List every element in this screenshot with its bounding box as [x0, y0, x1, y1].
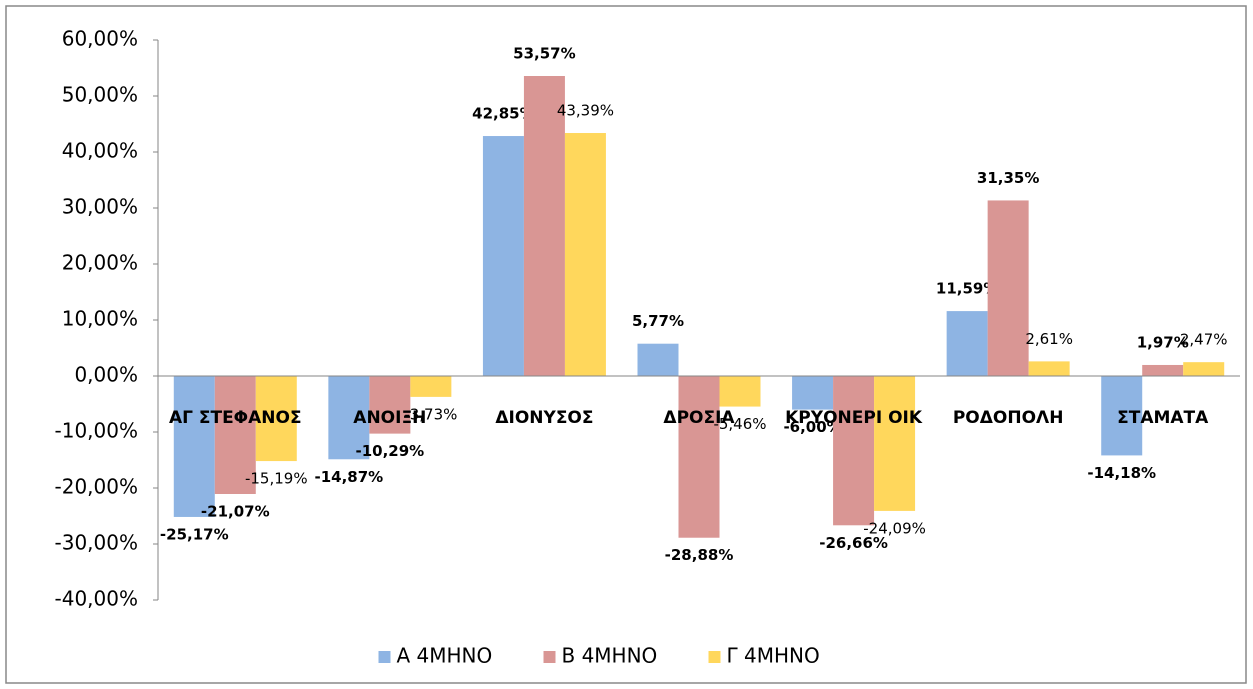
legend-swatch	[708, 651, 721, 663]
y-tick-label: 50,00%	[62, 83, 138, 107]
bar	[482, 136, 524, 376]
data-label: -10,29%	[356, 442, 425, 460]
data-label: 1,97%	[1137, 333, 1189, 351]
bar	[987, 200, 1029, 376]
bar	[1101, 376, 1143, 456]
data-label: -3,73%	[404, 405, 457, 423]
bar	[792, 376, 834, 410]
data-label: 5,77%	[632, 312, 684, 330]
y-tick-label: -20,00%	[55, 475, 138, 499]
legend-label: Β 4ΜΗΝΟ	[562, 644, 658, 668]
data-label: -28,88%	[665, 546, 734, 564]
data-label: 2,47%	[1180, 331, 1228, 349]
y-tick-label: 20,00%	[62, 251, 138, 275]
data-label: -14,18%	[1087, 464, 1156, 482]
bar	[637, 343, 679, 376]
bar	[946, 311, 988, 376]
bar	[328, 376, 370, 460]
data-label: 42,85%	[472, 105, 534, 123]
data-label: -25,17%	[160, 525, 229, 543]
y-tick-label: 30,00%	[62, 195, 138, 219]
data-label: 31,35%	[977, 169, 1039, 187]
data-label: -14,87%	[315, 468, 384, 486]
x-tick-label: ΑΝΟΙΞΗ	[353, 408, 426, 428]
bar	[255, 376, 297, 462]
y-tick-label: -10,00%	[55, 419, 138, 443]
legend-label: Γ 4ΜΗΝΟ	[727, 644, 820, 668]
data-label: 53,57%	[513, 45, 575, 63]
data-label: -6,00%	[783, 418, 841, 436]
x-tick-label: ΔΡΟΣΙΑ	[663, 408, 735, 428]
bar	[410, 376, 452, 397]
y-tick-label: -30,00%	[55, 531, 138, 555]
bar	[1183, 362, 1225, 376]
data-label: -21,07%	[201, 502, 270, 520]
data-label: 11,59%	[936, 280, 998, 298]
chart-frame	[5, 5, 1247, 684]
y-tick-label: -40,00%	[55, 587, 138, 611]
data-label: 2,61%	[1025, 330, 1073, 348]
bar	[1142, 364, 1184, 376]
bar	[874, 376, 916, 511]
bar	[678, 376, 720, 538]
y-tick-label: 40,00%	[62, 139, 138, 163]
bar	[214, 376, 256, 494]
x-tick-label: ΔΙΟΝΥΣΟΣ	[495, 408, 593, 428]
x-tick-label: ΡΟΔΟΠΟΛΗ	[953, 408, 1064, 428]
data-label: -15,19%	[245, 470, 308, 488]
bar	[719, 376, 761, 407]
legend-label: Α 4ΜΗΝΟ	[397, 644, 493, 668]
y-tick-label: 0,00%	[74, 363, 138, 387]
x-tick-label: ΚΡΥΟΝΕΡΙ ΟΙΚ	[785, 408, 923, 428]
bar	[564, 133, 606, 376]
x-tick-label: ΣΤΑΜΑΤΑ	[1117, 408, 1209, 428]
bar	[369, 376, 411, 434]
x-tick-label: ΑΓ ΣΤΕΦΑΝΟΣ	[169, 408, 302, 428]
data-label: -26,66%	[819, 534, 888, 552]
data-label: -24,09%	[863, 519, 926, 537]
bar	[523, 76, 565, 377]
bar	[833, 376, 875, 526]
bar	[1028, 361, 1070, 376]
bar	[173, 376, 215, 517]
y-tick-label: 60,00%	[62, 27, 138, 51]
data-label: 43,39%	[557, 102, 614, 120]
data-label: -5,46%	[713, 415, 766, 433]
legend-swatch	[543, 651, 556, 663]
legend-swatch	[378, 651, 391, 663]
y-tick-label: 10,00%	[62, 307, 138, 331]
